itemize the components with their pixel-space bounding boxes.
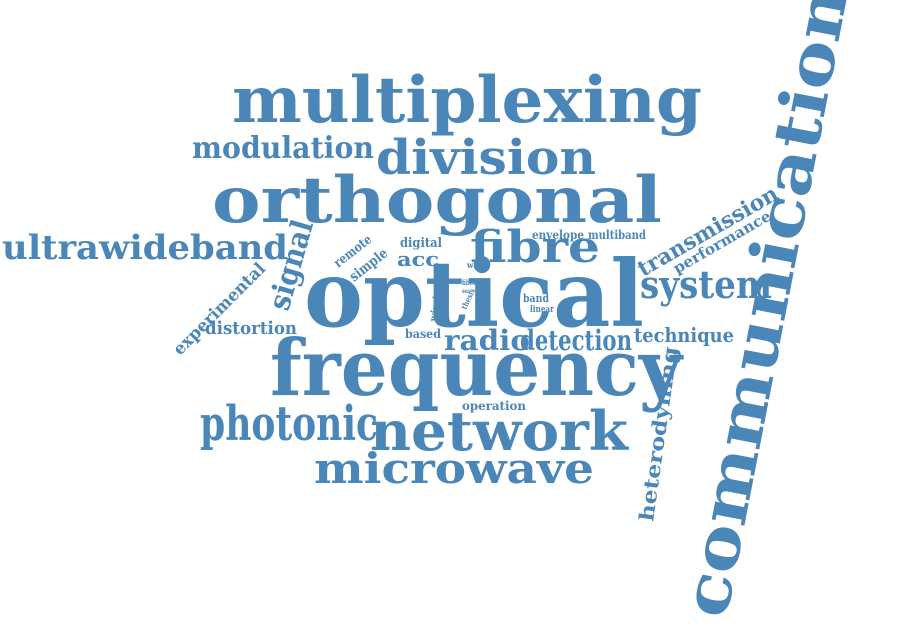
word-modulation: modulation (192, 131, 374, 166)
word-fibre: fibre (470, 222, 600, 273)
word-network: network (370, 399, 630, 463)
word-experimental: experimental (169, 259, 270, 360)
word-detection: detection (520, 324, 632, 357)
word-multiband: multiband (588, 228, 646, 242)
word-based: based (405, 327, 442, 341)
word-microwave: microwave (314, 444, 594, 493)
word-photonic: photonic (200, 396, 378, 452)
word-band: band (523, 292, 549, 305)
word-ultrawideband: ultrawideband (2, 228, 288, 268)
word-linear: linear (530, 305, 554, 315)
word-digital: digital (400, 236, 442, 251)
word-operation: operation (462, 399, 526, 413)
word-envelope: envelope (532, 228, 584, 242)
word-technique: technique (634, 323, 734, 347)
word-orthogonal: orthogonal (212, 163, 662, 238)
word-radio: radio (444, 324, 530, 357)
word-wave: wave (466, 260, 487, 270)
word-acc: acc (397, 247, 439, 271)
word-group: communication multiplexing modulation di… (2, 0, 864, 623)
word-distortion: distortion (205, 318, 297, 339)
word-division: division (376, 130, 596, 186)
word-fiber: fiber (462, 278, 476, 287)
word-sea: sea (462, 288, 470, 295)
word-optical: optical (304, 240, 644, 348)
word-multiplexing: multiplexing (232, 63, 702, 138)
word-frequency: frequency (270, 323, 685, 414)
word-system: system (640, 262, 772, 307)
